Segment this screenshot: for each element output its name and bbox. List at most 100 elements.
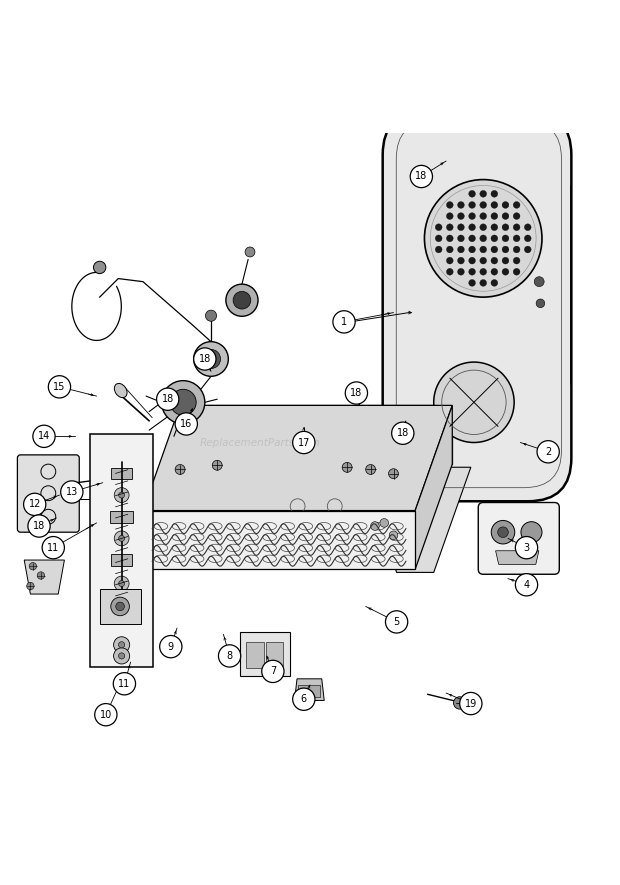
Circle shape (342, 463, 352, 473)
Circle shape (118, 642, 125, 648)
Circle shape (521, 521, 542, 543)
Text: 17: 17 (298, 437, 310, 448)
Polygon shape (143, 511, 415, 569)
Circle shape (513, 258, 520, 264)
Circle shape (116, 602, 125, 611)
Circle shape (245, 247, 255, 257)
Circle shape (118, 535, 125, 542)
Circle shape (536, 299, 545, 308)
FancyBboxPatch shape (100, 589, 141, 624)
Circle shape (537, 441, 559, 463)
Text: 9: 9 (168, 642, 174, 651)
Text: 2: 2 (545, 447, 551, 457)
Text: 18: 18 (33, 521, 45, 531)
Circle shape (113, 648, 130, 664)
Circle shape (502, 212, 509, 219)
Circle shape (480, 190, 487, 197)
Circle shape (202, 350, 221, 368)
Circle shape (118, 653, 125, 659)
Circle shape (345, 381, 368, 404)
Text: 13: 13 (66, 487, 78, 497)
Circle shape (61, 481, 83, 504)
Circle shape (446, 202, 453, 208)
Circle shape (389, 469, 399, 479)
FancyBboxPatch shape (478, 503, 559, 574)
Circle shape (534, 277, 544, 287)
Circle shape (410, 165, 433, 188)
Circle shape (434, 362, 514, 442)
Circle shape (446, 212, 453, 219)
Circle shape (371, 521, 379, 530)
Circle shape (480, 212, 487, 219)
Circle shape (226, 284, 258, 316)
Circle shape (458, 202, 464, 208)
Circle shape (480, 202, 487, 208)
Circle shape (380, 519, 389, 527)
Circle shape (233, 291, 251, 309)
Circle shape (95, 704, 117, 726)
Text: 3: 3 (523, 543, 529, 552)
FancyBboxPatch shape (266, 642, 283, 667)
Circle shape (469, 235, 476, 242)
Circle shape (458, 268, 464, 275)
Circle shape (193, 342, 228, 376)
Circle shape (118, 581, 125, 587)
Text: 6: 6 (301, 694, 307, 704)
Text: 7: 7 (270, 666, 276, 676)
Circle shape (513, 212, 520, 219)
Circle shape (480, 235, 487, 242)
Circle shape (491, 224, 498, 231)
Circle shape (193, 348, 216, 370)
Text: 18: 18 (415, 172, 427, 181)
Polygon shape (560, 93, 570, 109)
Circle shape (435, 224, 442, 231)
FancyBboxPatch shape (110, 511, 133, 523)
Circle shape (480, 224, 487, 231)
Text: 10: 10 (100, 710, 112, 720)
Circle shape (469, 246, 476, 253)
Circle shape (480, 280, 487, 287)
Circle shape (94, 261, 106, 273)
Polygon shape (24, 560, 64, 594)
Circle shape (469, 280, 476, 287)
FancyBboxPatch shape (111, 555, 132, 566)
FancyBboxPatch shape (111, 468, 132, 479)
Circle shape (469, 224, 476, 231)
Text: 1: 1 (341, 317, 347, 327)
Circle shape (170, 389, 196, 415)
Circle shape (446, 246, 453, 253)
Text: 11: 11 (47, 543, 60, 552)
Circle shape (157, 388, 179, 411)
Text: 14: 14 (38, 431, 50, 442)
Circle shape (469, 258, 476, 264)
Text: 5: 5 (394, 617, 400, 627)
Circle shape (392, 422, 414, 444)
Circle shape (293, 431, 315, 454)
Circle shape (458, 224, 464, 231)
Circle shape (113, 673, 136, 695)
Text: 12: 12 (29, 499, 41, 510)
Circle shape (491, 202, 498, 208)
Circle shape (114, 488, 129, 503)
FancyBboxPatch shape (383, 112, 572, 501)
Polygon shape (347, 415, 471, 573)
Circle shape (458, 258, 464, 264)
Circle shape (24, 493, 46, 515)
Circle shape (48, 376, 71, 398)
Circle shape (205, 310, 216, 321)
Circle shape (491, 190, 498, 197)
Circle shape (435, 246, 442, 253)
FancyBboxPatch shape (91, 435, 153, 667)
Text: 19: 19 (465, 698, 477, 709)
Circle shape (469, 202, 476, 208)
Circle shape (111, 597, 130, 616)
Circle shape (480, 268, 487, 275)
Circle shape (491, 280, 498, 287)
Circle shape (114, 531, 129, 546)
Circle shape (491, 520, 515, 544)
Circle shape (113, 636, 130, 653)
Circle shape (333, 311, 355, 333)
Circle shape (293, 689, 315, 711)
Text: 16: 16 (180, 419, 192, 429)
Circle shape (175, 412, 197, 435)
